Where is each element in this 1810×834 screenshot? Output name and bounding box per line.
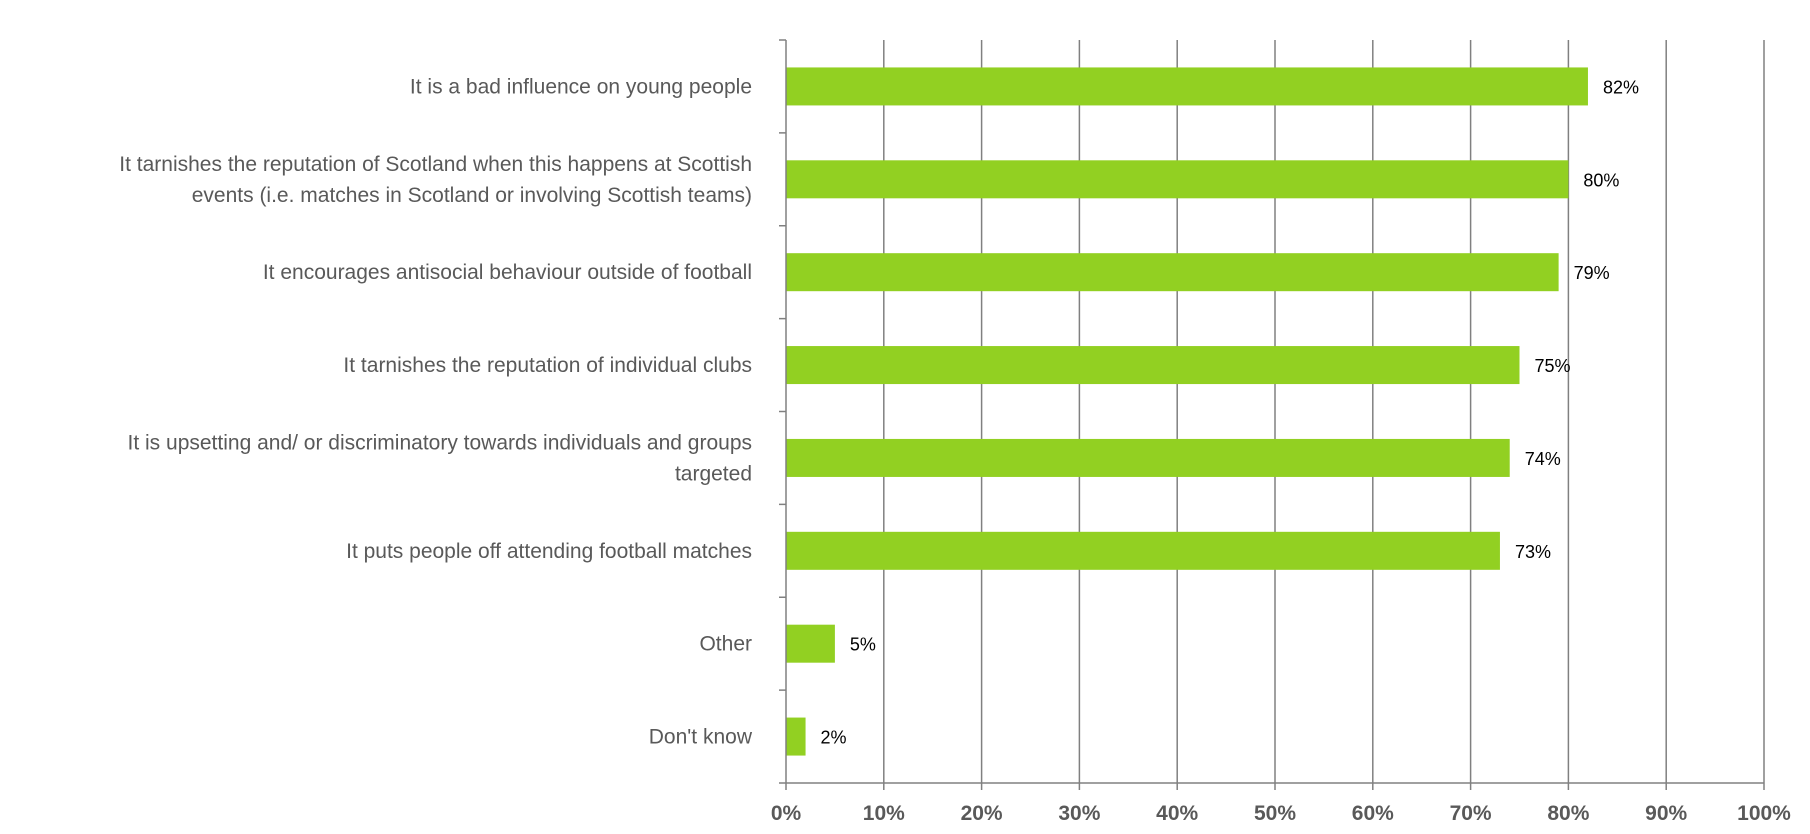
axes (779, 39, 1765, 790)
x-tick-label: 70% (1450, 802, 1492, 825)
data-label: 80% (1583, 170, 1619, 190)
bar (786, 346, 1520, 385)
labels: 0% 10% 20% 30% 40% 50% 60% 70% 80% 90% 100% 82% It i… (119, 75, 1791, 825)
x-tick-label: 30% (1058, 802, 1100, 825)
data-label: 74% (1525, 449, 1561, 469)
data-label: 79% (1574, 263, 1610, 283)
data-label: 82% (1603, 77, 1639, 97)
x-tick-label: 60% (1352, 802, 1394, 825)
bar (786, 531, 1500, 570)
x-tick-label: 0% (771, 802, 802, 825)
category-label: It puts people off attending football ma… (346, 540, 752, 563)
category-label: It encourages antisocial behaviour outsi… (263, 261, 752, 284)
category-label-line: Other (699, 633, 752, 656)
data-label: 2% (821, 728, 847, 748)
category-label-line: It puts people off attending football ma… (346, 540, 752, 563)
category-label-line: targeted (675, 462, 752, 485)
bar (786, 624, 835, 663)
x-tick-label: 50% (1254, 802, 1296, 825)
category-label-line: It is a bad influence on young people (410, 75, 752, 98)
bar (786, 160, 1569, 199)
category-label-line: It is upsetting and/ or discriminatory t… (128, 431, 752, 454)
data-label: 75% (1535, 356, 1571, 376)
category-label: It is a bad influence on young people (410, 75, 752, 98)
bar (786, 438, 1510, 477)
bar (786, 253, 1559, 292)
x-tick-label: 80% (1547, 802, 1589, 825)
x-tick-label: 40% (1156, 802, 1198, 825)
category-label-line: It tarnishes the reputation of individua… (343, 354, 752, 377)
data-label: 73% (1515, 542, 1551, 562)
x-tick-label: 10% (863, 802, 905, 825)
category-label-line: Don't know (649, 726, 753, 749)
category-label-line: events (i.e. matches in Scotland or invo… (192, 184, 752, 207)
category-label: Don't know (649, 726, 753, 749)
category-label-line: It tarnishes the reputation of Scotland … (119, 153, 752, 176)
bar (786, 67, 1588, 106)
category-label-line: It encourages antisocial behaviour outsi… (263, 261, 752, 284)
category-label: It tarnishes the reputation of Scotland … (119, 153, 752, 207)
category-label: It is upsetting and/ or discriminatory t… (128, 431, 752, 485)
category-label: Other (699, 633, 752, 656)
category-label: It tarnishes the reputation of individua… (343, 354, 752, 377)
bars (786, 67, 1588, 756)
x-tick-label: 100% (1737, 802, 1791, 825)
x-tick-label: 90% (1645, 802, 1687, 825)
x-tick-label: 20% (961, 802, 1003, 825)
bar (786, 717, 806, 756)
data-label: 5% (850, 635, 876, 655)
gridlines (883, 40, 1765, 783)
